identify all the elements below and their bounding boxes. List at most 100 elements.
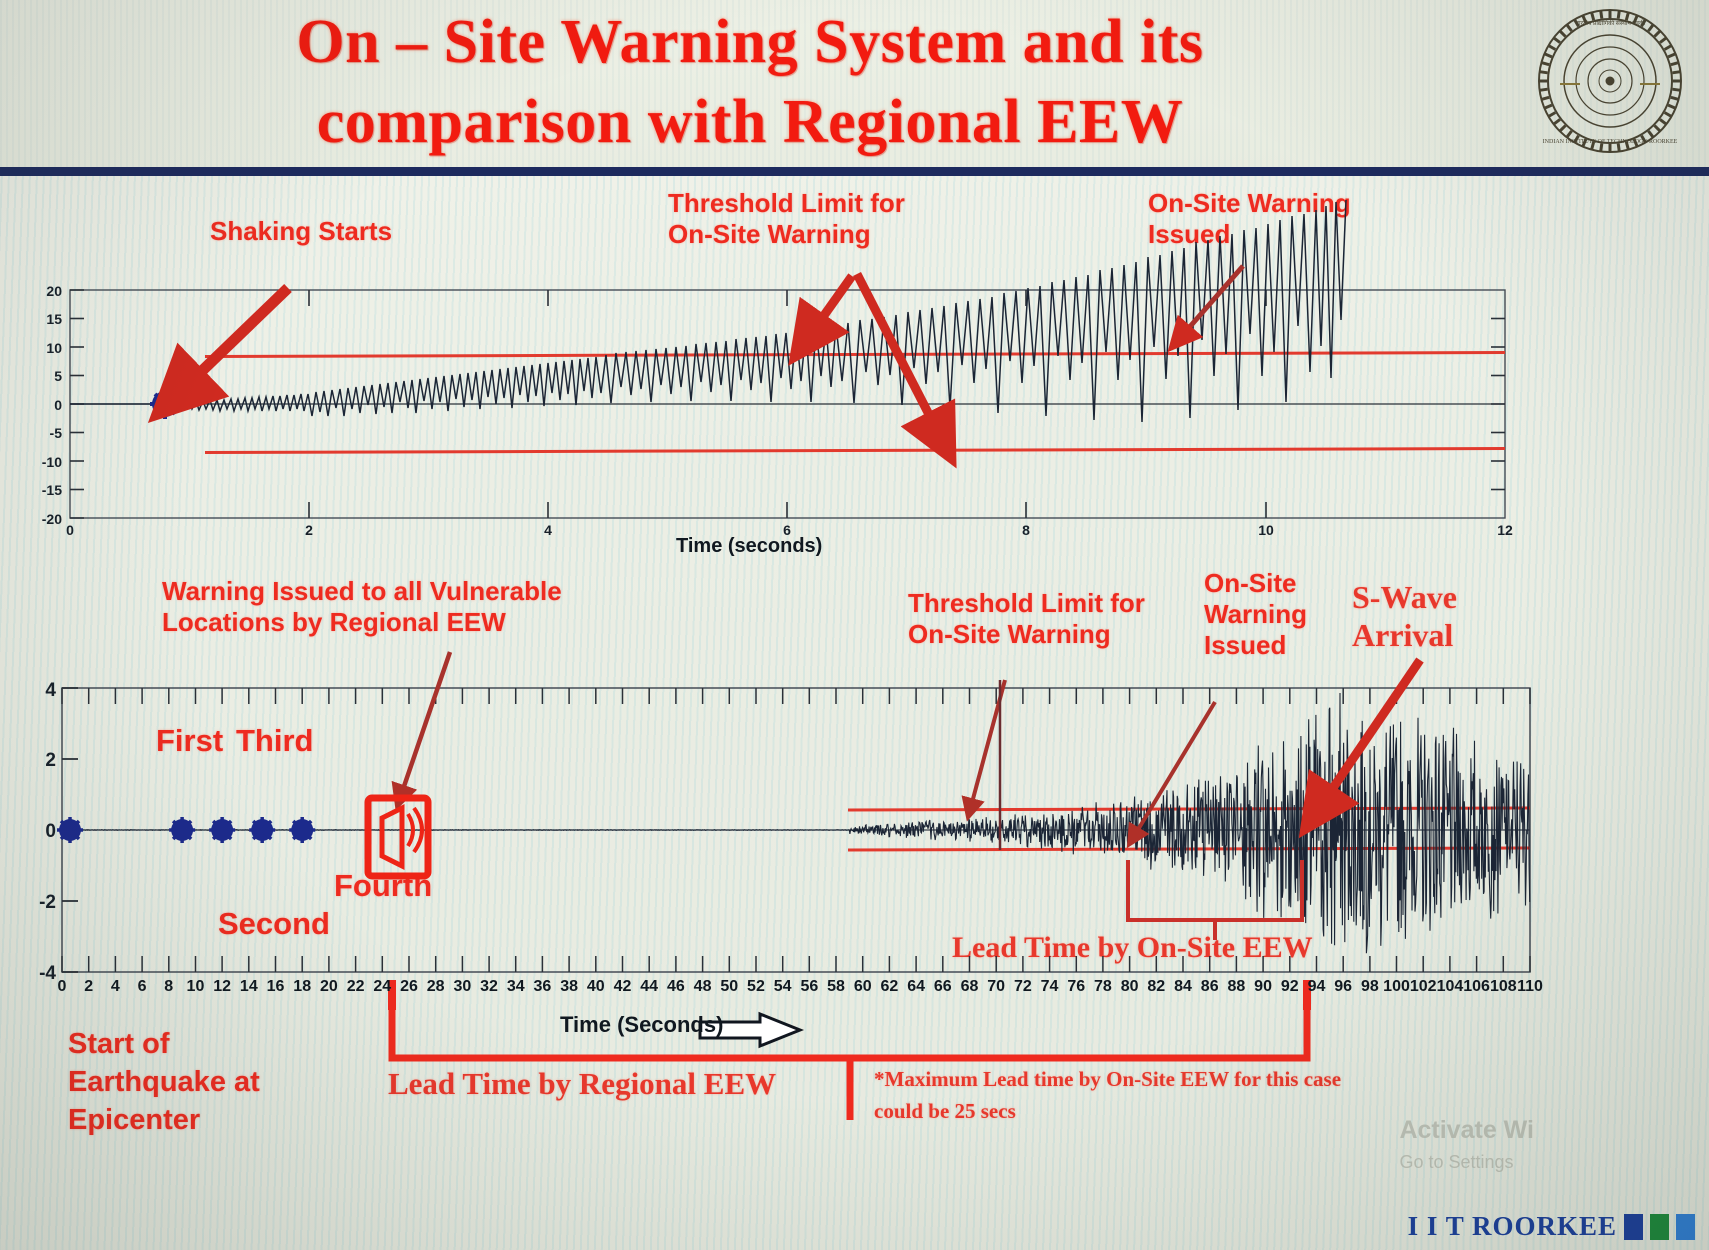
bot-xtick-66: 66 [933, 978, 952, 995]
bot-xtick-54: 54 [773, 978, 792, 995]
bot-ytick-2: 2 [45, 750, 56, 771]
arrow-shaking-starts [147, 284, 292, 424]
bot-xtick-76: 76 [1067, 978, 1086, 995]
bot-xtick-50: 50 [720, 978, 739, 995]
bracket-lead-regional [388, 1008, 1311, 1120]
bottom-chart-axis-title: Time (Seconds) [560, 1012, 724, 1037]
top-ytick-m15: -15 [41, 482, 62, 498]
bottom-chart: Warning Issued to all Vulnerable Locatio… [0, 560, 1709, 1250]
footer-brand: I I T ROORKEE [1408, 1211, 1695, 1242]
arrow-onsite-warning-bottom [1126, 700, 1217, 849]
watermark-line1: Activate Wi [1399, 1116, 1534, 1144]
annotation-start-of-earthquake: Start of Earthquake at Epicenter [68, 1028, 260, 1136]
bot-xtick-106: 106 [1463, 978, 1490, 995]
slide-header: On – Site Warning System and its compari… [0, 0, 1709, 176]
bot-xtick-8: 8 [164, 978, 174, 995]
bot-xtick-92: 92 [1280, 978, 1299, 995]
bot-xtick-12: 12 [213, 978, 232, 995]
annotation-s-wave-arrival: S-Wave Arrival [1352, 579, 1457, 653]
bot-xtick-32: 32 [480, 978, 498, 995]
annotation-regional-warning: Warning Issued to all Vulnerable Locatio… [162, 576, 562, 637]
bot-xtick-80: 80 [1120, 978, 1139, 995]
top-chart-axis-title: Time (seconds) [676, 535, 823, 557]
bot-xtick-10: 10 [186, 978, 205, 995]
bot-xtick-30: 30 [453, 978, 472, 995]
bot-xtick-68: 68 [960, 978, 979, 995]
bot-xtick-4: 4 [110, 978, 120, 995]
bot-ytick-m4: -4 [39, 963, 56, 984]
bot-xtick-52: 52 [747, 978, 765, 995]
arrow-onsite-warning-top [1167, 264, 1245, 353]
annotation-third: Third [236, 723, 314, 758]
bot-xtick-86: 86 [1200, 978, 1219, 995]
annotation-onsite-warning-issued-bottom: On-Site Warning Issued [1204, 568, 1308, 660]
shaking-starts-marker [150, 389, 180, 419]
bot-xtick-60: 60 [853, 978, 872, 995]
bot-xtick-42: 42 [613, 978, 632, 995]
annotation-threshold-limit-top: Threshold Limit for On-Site Warning [668, 188, 905, 249]
bot-xtick-44: 44 [640, 978, 659, 995]
page-title-line2: comparison with Regional EEW [316, 88, 1184, 156]
annotation-threshold-limit-bottom: Threshold Limit for On-Site Warning [908, 588, 1145, 649]
top-xtick-12: 12 [1497, 522, 1513, 538]
arrow-threshold-limit-top [788, 273, 856, 366]
svg-text:भारतीय प्रौद्योगिकी संस्थान रु: भारतीय प्रौद्योगिकी संस्थान रुड़की [1575, 19, 1646, 27]
top-ytick-10: 10 [46, 340, 62, 356]
bot-xtick-96: 96 [1334, 978, 1353, 995]
bot-xtick-26: 26 [400, 978, 418, 995]
bot-xtick-24: 24 [373, 978, 392, 995]
brand-text: I I T ROORKEE [1407, 1211, 1617, 1241]
top-xtick-0: 0 [66, 522, 74, 538]
windows-activation-watermark: Activate Wi Go to Settings [1399, 1114, 1534, 1178]
bot-xtick-6: 6 [137, 978, 147, 995]
bot-xtick-84: 84 [1174, 978, 1192, 995]
bot-xtick-16: 16 [266, 978, 285, 995]
bot-xtick-0: 0 [57, 978, 67, 995]
top-ytick-0: 0 [54, 397, 62, 413]
annotation-second: Second [218, 906, 330, 941]
bot-xtick-94: 94 [1307, 978, 1326, 995]
bot-xtick-102: 102 [1409, 978, 1437, 995]
brand-square-green [1650, 1213, 1669, 1240]
regional-warning-box-icon [364, 794, 432, 880]
bot-xtick-14: 14 [239, 978, 258, 995]
top-ytick-m10: -10 [41, 454, 62, 470]
bot-xtick-18: 18 [293, 978, 312, 995]
bottom-waveform-trace [61, 692, 1531, 954]
annotation-first: First [156, 723, 224, 758]
bot-xtick-22: 22 [346, 978, 365, 995]
bottom-chart-plot [57, 651, 1531, 1120]
annotation-lead-time-regional: Lead Time by Regional EEW [388, 1066, 777, 1101]
top-ytick-m20: -20 [41, 511, 62, 527]
bot-xtick-72: 72 [1013, 978, 1032, 995]
bot-xtick-78: 78 [1094, 978, 1112, 995]
brand-square-navy [1624, 1213, 1643, 1240]
iit-roorkee-emblem-icon: भारतीय प्रौद्योगिकी संस्थान रुड़की INDIA… [1538, 9, 1682, 153]
axis-span-endmarks [388, 980, 1311, 1010]
bot-xtick-2: 2 [84, 978, 94, 995]
bot-ytick-m2: -2 [39, 892, 56, 913]
bot-xtick-36: 36 [533, 978, 552, 995]
top-chart-plot [69, 199, 1506, 519]
top-xtick-6: 6 [783, 522, 791, 538]
top-chart: Shaking Starts Threshold Limit for On-Si… [0, 176, 1709, 576]
brand-square-blue [1676, 1213, 1695, 1240]
bot-xtick-74: 74 [1040, 978, 1059, 995]
page-title-line1: On – Site Warning System and its [296, 8, 1204, 76]
annotation-lead-time-onsite: Lead Time by On-Site EEW [952, 931, 1313, 964]
arrow-s-wave-arrival [1298, 657, 1424, 839]
bot-xtick-82: 82 [1147, 978, 1166, 995]
bot-xtick-70: 70 [987, 978, 1006, 995]
bot-ytick-4: 4 [45, 680, 56, 701]
time-direction-arrow-icon [698, 1011, 805, 1049]
arrow-regional-warning [391, 651, 453, 811]
top-xtick-8: 8 [1022, 522, 1030, 538]
annotation-onsite-warning-issued-top: On-Site Warning Issued [1148, 188, 1351, 249]
bottom-event-markers [57, 817, 316, 843]
bot-xtick-88: 88 [1227, 978, 1246, 995]
annotation-shaking-starts: Shaking Starts [210, 216, 393, 246]
bot-xtick-28: 28 [426, 978, 445, 995]
top-ytick-20: 20 [46, 283, 62, 299]
bot-xtick-90: 90 [1254, 978, 1272, 995]
